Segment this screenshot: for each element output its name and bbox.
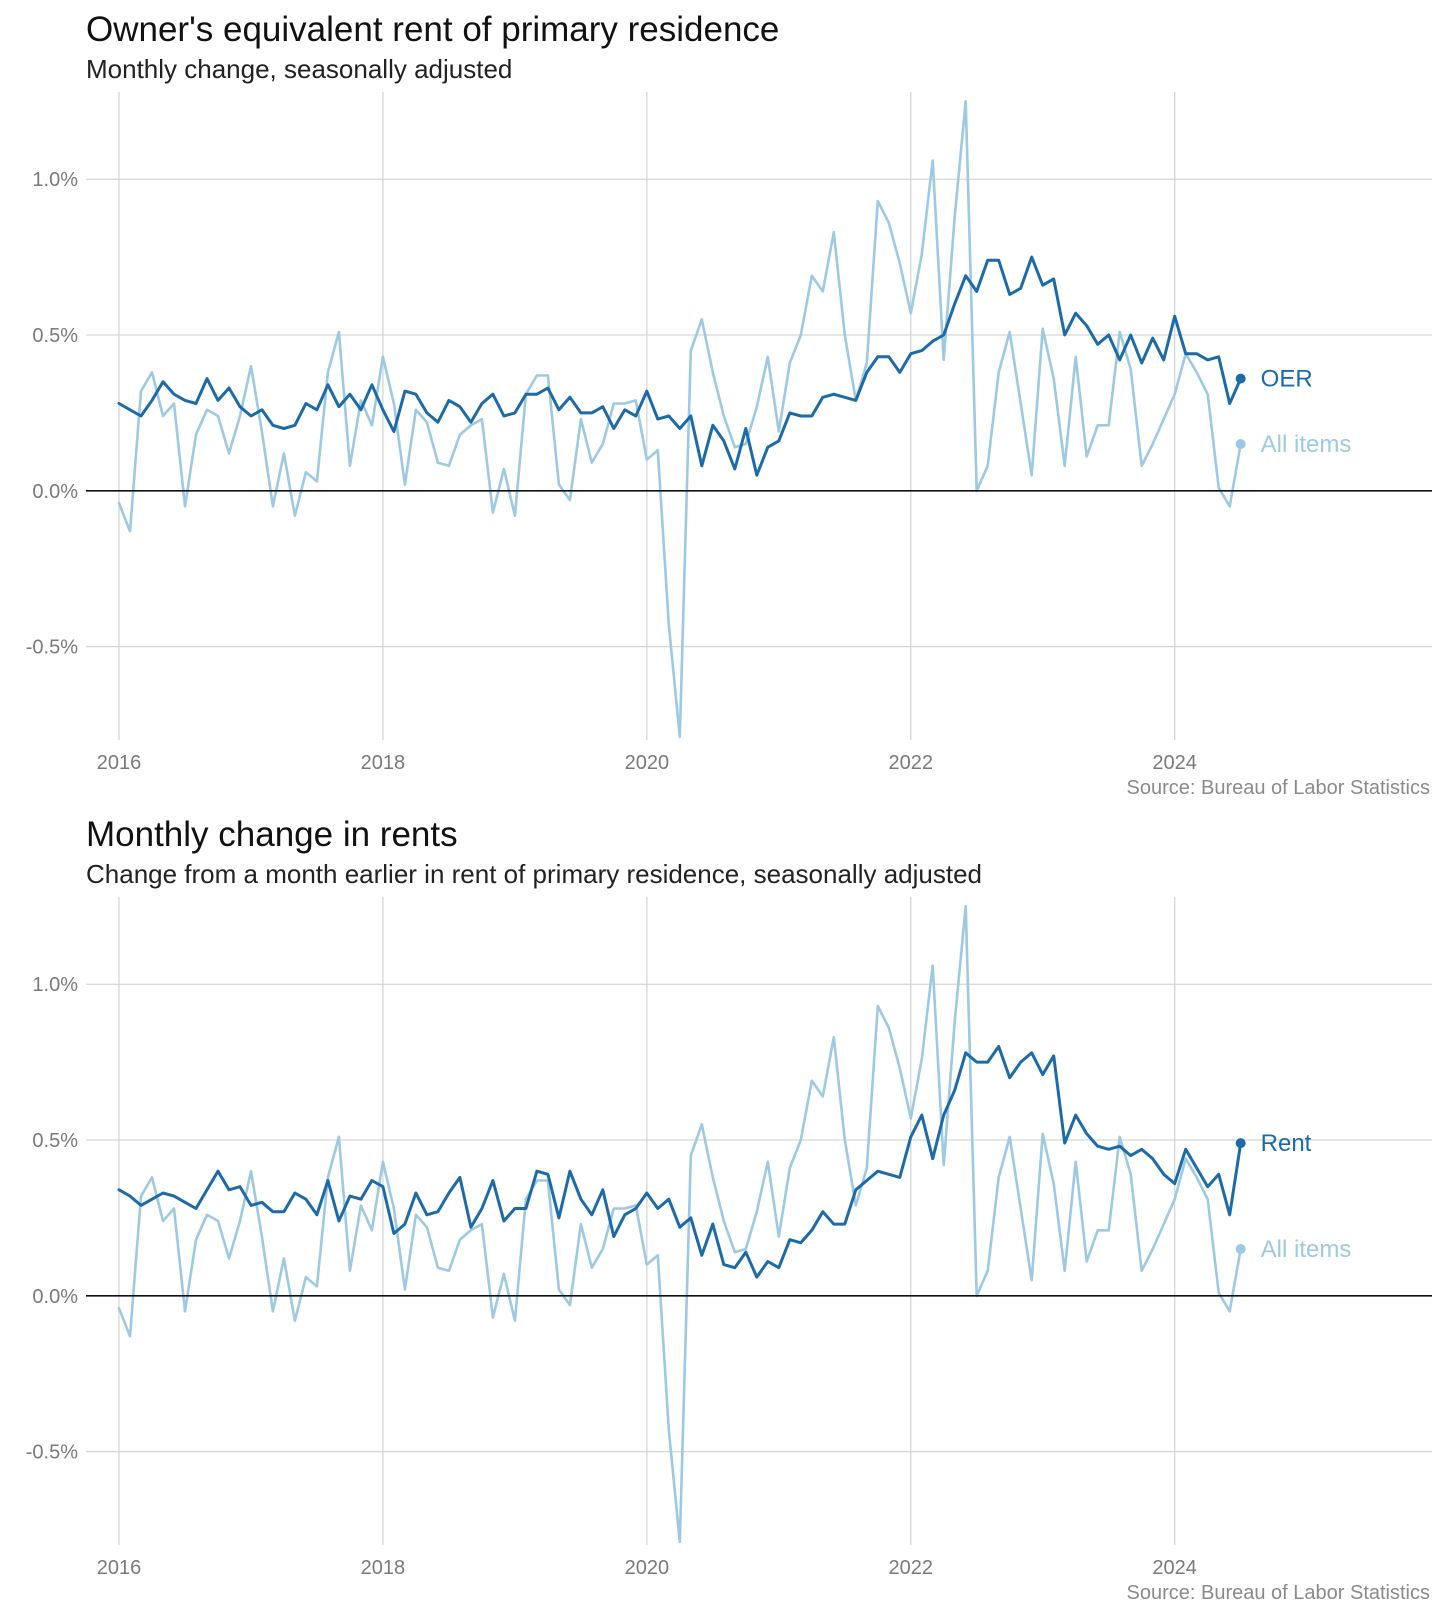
x-tick-label: 2020 xyxy=(625,752,670,774)
chart-title: Owner's equivalent rent of primary resid… xyxy=(86,10,780,49)
series-line xyxy=(117,1045,1243,1279)
series-line xyxy=(117,905,1242,1544)
x-tick-label: 2016 xyxy=(97,1557,142,1579)
series-end-point xyxy=(1235,1138,1246,1149)
x-tick-label: 2018 xyxy=(361,752,406,774)
y-tick-label: 0.0% xyxy=(32,1286,78,1308)
x-tick-label: 2022 xyxy=(889,1557,934,1579)
series-end-point xyxy=(1235,1244,1246,1255)
y-tick-label: -0.5% xyxy=(26,1442,78,1464)
series-line xyxy=(117,255,1243,477)
chart-plot-rent: 2016 2018 2020 2022 2024 1.0% 0.5% 0.0% -0.5% All… xyxy=(26,897,1432,1579)
series-all-items: All items xyxy=(117,100,1352,739)
chart-subtitle: Change from a month earlier in rent of p… xyxy=(86,859,983,889)
series-label: All items xyxy=(1261,431,1352,458)
y-tick-label: 1.0% xyxy=(32,974,78,996)
chart-panel-oer: 2016 2018 2020 2022 2024 1.0% 0.5% 0.0% -0.5% All… xyxy=(0,0,1456,805)
series-all-items: All items xyxy=(117,905,1352,1544)
x-tick-label: 2018 xyxy=(361,1557,406,1579)
chart-subtitle: Monthly change, seasonally adjusted xyxy=(86,54,513,84)
grid xyxy=(86,92,1432,740)
series-oer: OER xyxy=(117,255,1313,477)
y-tick-label: 1.0% xyxy=(32,169,78,191)
series-line xyxy=(117,100,1242,739)
series-rent: Rent xyxy=(117,1045,1312,1279)
chart-panel-rent: 2016 2018 2020 2022 2024 1.0% 0.5% 0.0% -0.5% All… xyxy=(0,805,1456,1610)
chart-source: Source: Bureau of Labor Statistics xyxy=(1126,1582,1431,1604)
grid xyxy=(86,897,1432,1545)
x-tick-label: 2024 xyxy=(1152,1557,1197,1579)
x-tick-label: 2022 xyxy=(889,752,934,774)
y-tick-label: -0.5% xyxy=(26,637,78,659)
y-tick-label: 0.5% xyxy=(32,1130,78,1152)
series-end-point xyxy=(1235,439,1246,450)
x-tick-label: 2016 xyxy=(97,752,142,774)
chart-plot-oer: 2016 2018 2020 2022 2024 1.0% 0.5% 0.0% -0.5% All… xyxy=(26,92,1432,774)
x-tick-label: 2024 xyxy=(1152,752,1197,774)
series-label: All items xyxy=(1261,1236,1352,1263)
chart-source: Source: Bureau of Labor Statistics xyxy=(1126,777,1431,799)
series-end-point xyxy=(1235,373,1246,384)
chart-title: Monthly change in rents xyxy=(86,815,458,854)
y-tick-label: 0.0% xyxy=(32,481,78,503)
y-tick-label: 0.5% xyxy=(32,325,78,347)
series-label: Rent xyxy=(1261,1130,1312,1157)
x-tick-label: 2020 xyxy=(625,1557,670,1579)
series-label: OER xyxy=(1261,366,1313,393)
